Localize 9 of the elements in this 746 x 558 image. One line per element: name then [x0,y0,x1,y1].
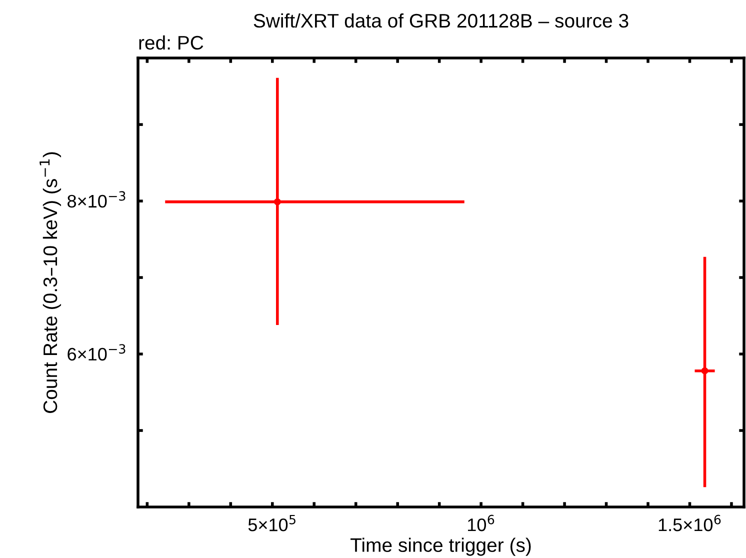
x-tick-label: 5×10$^{5}$ [248,514,296,532]
y-axis-title: Count Rate (0.3–10 keV) (s$^{−1}$) [40,152,62,413]
x-axis-title: Time since trigger (s) [350,538,531,556]
chart-title: Swift/XRT data of GRB 201128B – source 3 [254,13,628,28]
y-tick-label: 8×10$^{−3}$ [68,191,126,208]
x-tick-label: 10$^{6}$ [468,514,494,532]
text: red: PC [139,35,204,50]
x-tick-label: 1.5×10$^{6}$ [658,514,721,532]
y-tick-label: 6×10$^{−3}$ [68,344,126,361]
